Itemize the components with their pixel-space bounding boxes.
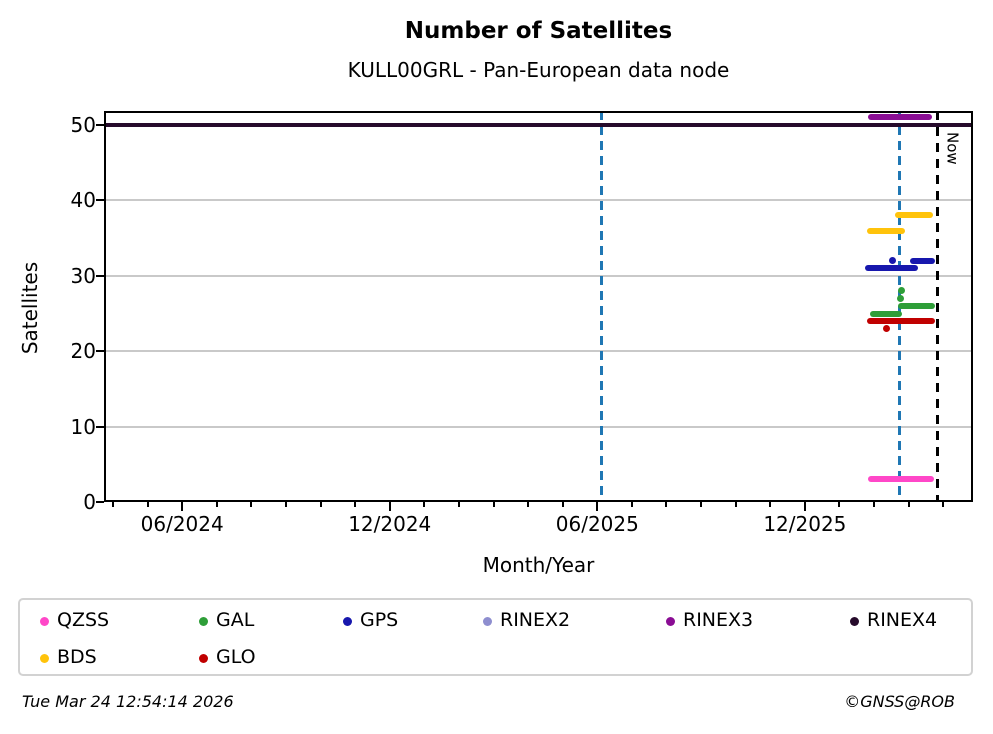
x-minor-tick-mark [457, 502, 460, 507]
x-minor-tick-mark [527, 502, 530, 507]
y-tick-label: 50 [70, 113, 96, 138]
x-minor-tick-mark [942, 502, 945, 507]
x-minor-tick-mark [873, 502, 876, 507]
x-major-tick-mark [388, 502, 391, 511]
series-line-BDS [866, 227, 905, 234]
y-tick-mark [96, 425, 104, 428]
x-minor-tick-mark [354, 502, 357, 507]
y-tick-mark [96, 124, 104, 127]
legend-label-QZSS: QZSS [57, 609, 110, 631]
chart-subtitle: KULL00GRL - Pan-European data node [347, 58, 730, 82]
x-major-tick-mark [596, 502, 599, 511]
legend-marker-GPS [343, 617, 352, 626]
x-minor-tick-mark [907, 502, 910, 507]
legend-marker-RINEX2 [483, 617, 492, 626]
series-point-GLO [883, 325, 891, 333]
series-line-BDS [894, 212, 933, 219]
y-tick-mark [96, 274, 104, 277]
page-title: Number of Satellites [404, 18, 673, 44]
x-tick-label: 12/2025 [763, 512, 847, 536]
x-minor-tick-mark [838, 502, 841, 507]
series-line-GAL [897, 302, 935, 309]
x-minor-tick-mark [769, 502, 772, 507]
legend-marker-RINEX3 [666, 617, 675, 626]
series-point-GPS [889, 257, 897, 265]
y-tick-label: 10 [70, 414, 96, 439]
legend-label-BDS: BDS [57, 646, 97, 668]
legend-marker-GLO [199, 654, 208, 663]
y-tick-label: 40 [70, 188, 96, 213]
series-line-GPS [910, 257, 935, 264]
x-tick-label: 06/2024 [140, 512, 224, 536]
x-minor-tick-mark [665, 502, 668, 507]
legend-marker-QZSS [40, 617, 49, 626]
x-minor-tick-mark [319, 502, 322, 507]
legend-label-RINEX3: RINEX3 [683, 609, 754, 631]
legend-marker-GAL [199, 617, 208, 626]
x-tick-label: 06/2025 [555, 512, 639, 536]
plot-area: 0 10 20 30 40 50 06/2024 12/2024 06/2025 12/2025 N… [71, 111, 973, 536]
h-gridline [104, 199, 973, 202]
x-minor-tick-mark [734, 502, 737, 507]
series-point-GAL [897, 294, 905, 302]
legend-box: QZSS GAL GPS RINEX2 RINEX3 RINEX4 BDS GLO [18, 598, 973, 676]
legend-marker-BDS [40, 654, 49, 663]
x-tick-label: 12/2024 [348, 512, 432, 536]
y-tick-mark [96, 199, 104, 202]
h-gridline [104, 350, 973, 353]
x-major-tick-mark [803, 502, 806, 511]
h-gridline [104, 425, 973, 428]
y-tick-label: 20 [70, 339, 96, 364]
x-minor-tick-mark [284, 502, 287, 507]
x-minor-tick-mark [492, 502, 495, 507]
x-minor-tick-mark [630, 502, 633, 507]
y-tick-label: 30 [70, 263, 96, 288]
x-minor-tick-mark [111, 502, 114, 507]
x-minor-tick-mark [250, 502, 253, 507]
reference-line-dashed-blue [600, 111, 604, 502]
legend-label-RINEX4: RINEX4 [867, 609, 938, 631]
now-line-dashed-black [936, 111, 940, 502]
series-line-RINEX3 [867, 114, 932, 121]
now-label: Now [943, 132, 962, 165]
x-minor-tick-mark [561, 502, 564, 507]
x-minor-tick-mark [146, 502, 149, 507]
y-tick-label: 0 [83, 490, 96, 514]
y-tick-mark [96, 350, 104, 353]
plot-frame [104, 111, 973, 502]
series-line-QZSS [867, 476, 934, 483]
h-gridline [104, 274, 973, 277]
x-major-tick-mark [181, 502, 184, 511]
x-minor-tick-mark [215, 502, 218, 507]
series-line-GAL [869, 310, 902, 317]
legend-label-RINEX2: RINEX2 [500, 609, 571, 631]
series-line-RINEX4 [104, 123, 973, 128]
series-line-GLO [866, 318, 935, 325]
copyright-credit: ©GNSS@ROB [844, 692, 955, 711]
y-axis-title: Satellites [18, 261, 42, 355]
series-line-GPS [864, 265, 918, 272]
legend-label-GLO: GLO [216, 646, 256, 668]
x-minor-tick-mark [700, 502, 703, 507]
legend-label-GPS: GPS [360, 609, 399, 631]
legend-label-GAL: GAL [216, 609, 255, 631]
x-minor-tick-mark [423, 502, 426, 507]
plot-timestamp: Tue Mar 24 12:54:14 2026 [22, 692, 234, 711]
legend-marker-RINEX4 [850, 617, 859, 626]
x-axis-title: Month/Year [482, 553, 595, 577]
y-tick-mark [96, 501, 104, 503]
series-point-GAL [898, 287, 906, 295]
